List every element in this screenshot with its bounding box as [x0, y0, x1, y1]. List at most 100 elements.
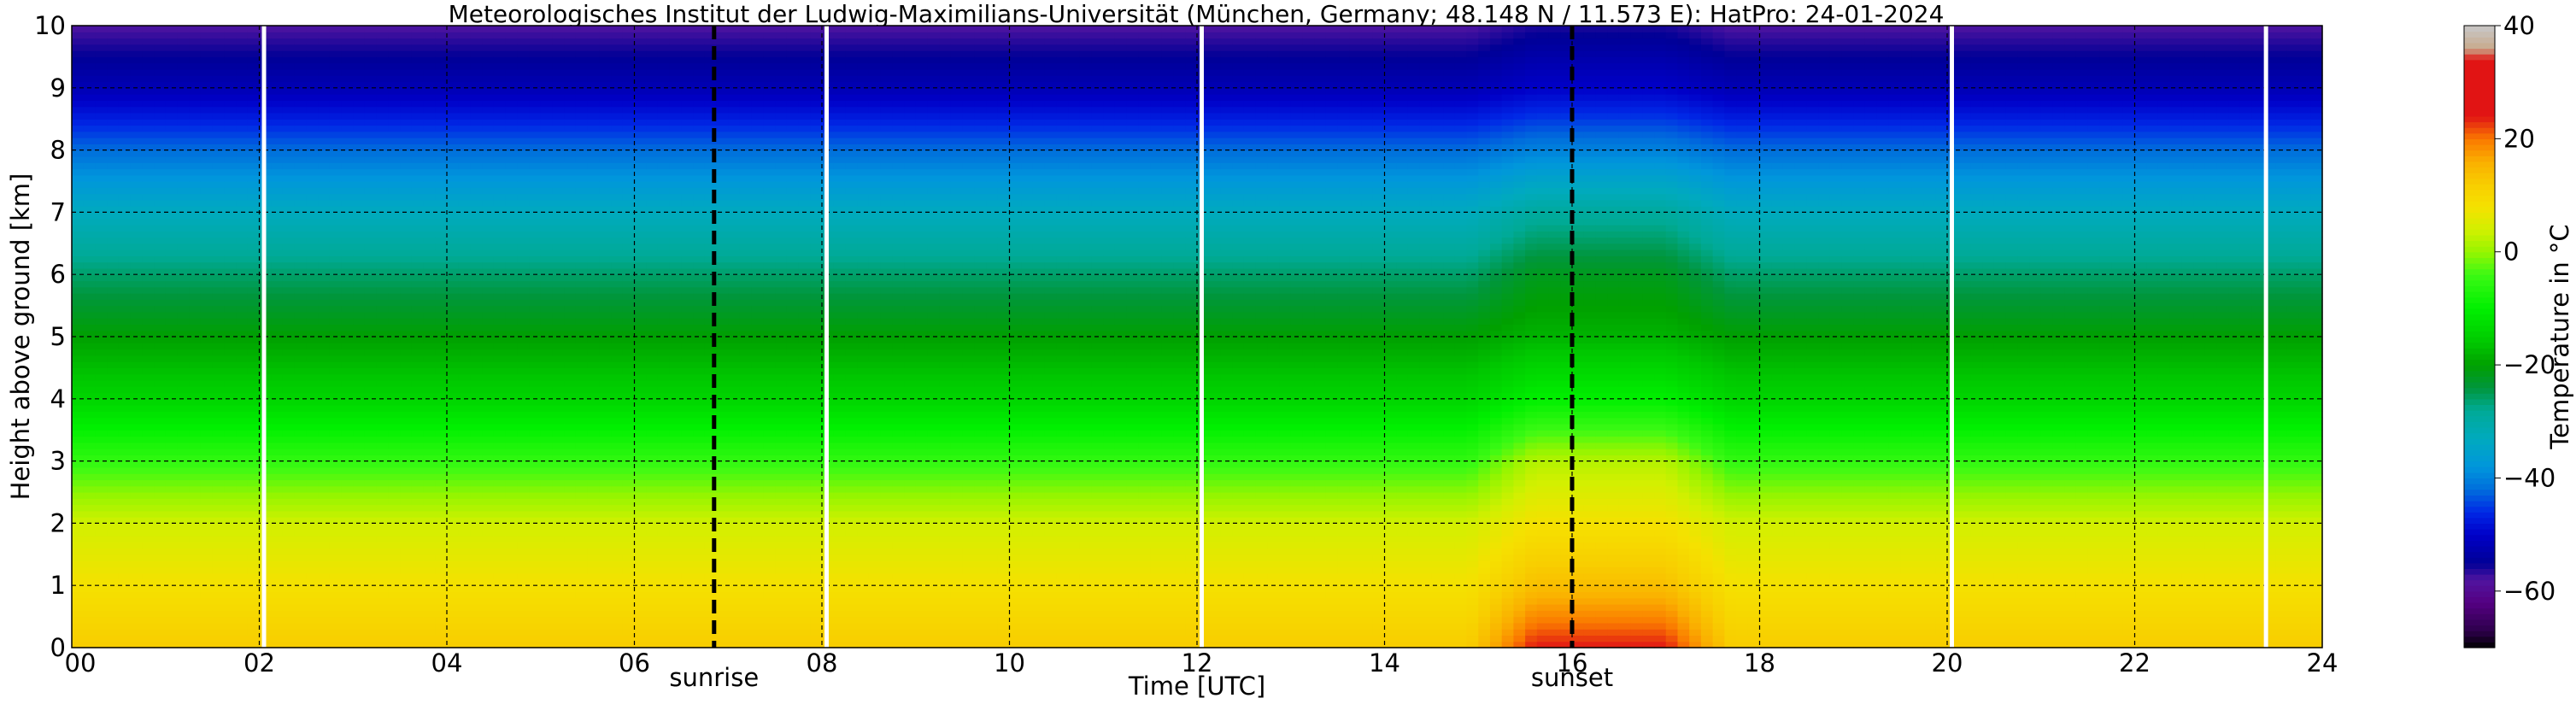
- heatmap-cell: [364, 138, 378, 144]
- heatmap-cell: [306, 641, 319, 648]
- heatmap-cell: [646, 162, 659, 170]
- heatmap-cell: [482, 517, 495, 524]
- heatmap-cell: [177, 554, 190, 561]
- heatmap-cell: [154, 535, 167, 543]
- heatmap-cell: [634, 330, 647, 337]
- heatmap-cell: [118, 361, 132, 368]
- heatmap-cell: [189, 155, 202, 163]
- heatmap-cell: [646, 430, 659, 437]
- heatmap-cell: [411, 87, 425, 95]
- heatmap-cell: [83, 535, 97, 543]
- heatmap-cell: [189, 87, 202, 95]
- heatmap-cell: [493, 461, 507, 468]
- heatmap-cell: [165, 386, 179, 394]
- heatmap-cell: [118, 131, 132, 138]
- heatmap-cell: [552, 50, 565, 57]
- heatmap-cell: [154, 249, 167, 256]
- heatmap-cell: [353, 26, 366, 32]
- heatmap-cell: [83, 199, 97, 207]
- heatmap-cell: [271, 529, 284, 537]
- heatmap-cell: [587, 529, 600, 537]
- heatmap-cell: [493, 26, 507, 32]
- heatmap-cell: [154, 349, 167, 356]
- heatmap-cell: [318, 604, 331, 611]
- heatmap-cell: [388, 411, 401, 419]
- heatmap-cell: [177, 355, 190, 362]
- heatmap-cell: [154, 455, 167, 462]
- heatmap-cell: [236, 26, 249, 32]
- heatmap-cell: [212, 442, 225, 449]
- heatmap-cell: [470, 174, 483, 182]
- heatmap-cell: [435, 131, 448, 138]
- heatmap-cell: [564, 517, 577, 524]
- heatmap-cell: [540, 168, 554, 176]
- heatmap-cell: [341, 299, 354, 307]
- heatmap-cell: [529, 174, 542, 182]
- heatmap-cell: [212, 26, 225, 32]
- heatmap-cell: [622, 641, 636, 648]
- heatmap-cell: [447, 430, 460, 437]
- heatmap-cell: [482, 610, 495, 618]
- heatmap-cell: [329, 305, 343, 313]
- heatmap-cell: [505, 187, 518, 195]
- heatmap-cell: [376, 485, 390, 493]
- heatmap-cell: [306, 87, 319, 95]
- heatmap-cell: [318, 349, 331, 356]
- heatmap-cell: [423, 174, 436, 182]
- heatmap-cell: [154, 566, 167, 574]
- heatmap-cell: [72, 597, 85, 605]
- heatmap-cell: [564, 68, 577, 76]
- heatmap-cell: [364, 38, 378, 45]
- heatmap-cell: [470, 112, 483, 120]
- heatmap-cell: [118, 218, 132, 226]
- heatmap-cell: [154, 81, 167, 89]
- heatmap-cell: [575, 293, 589, 300]
- heatmap-cell: [517, 62, 530, 70]
- heatmap-cell: [611, 417, 624, 425]
- heatmap-cell: [189, 517, 202, 524]
- heatmap-cell: [529, 293, 542, 300]
- heatmap-cell: [72, 610, 85, 618]
- heatmap-cell: [118, 585, 132, 593]
- heatmap-cell: [177, 597, 190, 605]
- heatmap-cell: [376, 566, 390, 574]
- heatmap-cell: [517, 597, 530, 605]
- heatmap-cell: [282, 330, 296, 337]
- heatmap-cell: [271, 616, 284, 624]
- heatmap-cell: [341, 560, 354, 567]
- heatmap-cell: [224, 174, 237, 182]
- heatmap-cell: [341, 144, 354, 151]
- heatmap-cell: [634, 411, 647, 419]
- heatmap-cell: [154, 155, 167, 163]
- heatmap-cell: [517, 144, 530, 151]
- heatmap-cell: [423, 355, 436, 362]
- heatmap-cell: [83, 155, 97, 163]
- heatmap-cell: [107, 591, 120, 599]
- heatmap-cell: [282, 206, 296, 213]
- heatmap-cell: [318, 125, 331, 132]
- heatmap-cell: [177, 318, 190, 326]
- heatmap-cell: [83, 455, 97, 462]
- heatmap-cell: [329, 423, 343, 431]
- heatmap-cell: [575, 87, 589, 95]
- heatmap-cell: [447, 554, 460, 561]
- heatmap-cell: [599, 81, 612, 89]
- heatmap-cell: [423, 510, 436, 518]
- heatmap-cell: [400, 267, 413, 275]
- heatmap-cell: [130, 199, 143, 207]
- heatmap-cell: [83, 461, 97, 468]
- heatmap-cell: [493, 449, 507, 455]
- heatmap-cell: [353, 106, 366, 114]
- heatmap-cell: [599, 261, 612, 269]
- heatmap-cell: [224, 417, 237, 425]
- heatmap-cell: [95, 542, 108, 549]
- heatmap-cell: [458, 44, 472, 51]
- heatmap-cell: [95, 243, 108, 250]
- heatmap-cell: [599, 504, 612, 512]
- heatmap-cell: [236, 174, 249, 182]
- heatmap-cell: [271, 75, 284, 83]
- heatmap-cell: [575, 379, 589, 387]
- heatmap-cell: [400, 293, 413, 300]
- heatmap-cell: [271, 106, 284, 114]
- heatmap-cell: [165, 75, 179, 83]
